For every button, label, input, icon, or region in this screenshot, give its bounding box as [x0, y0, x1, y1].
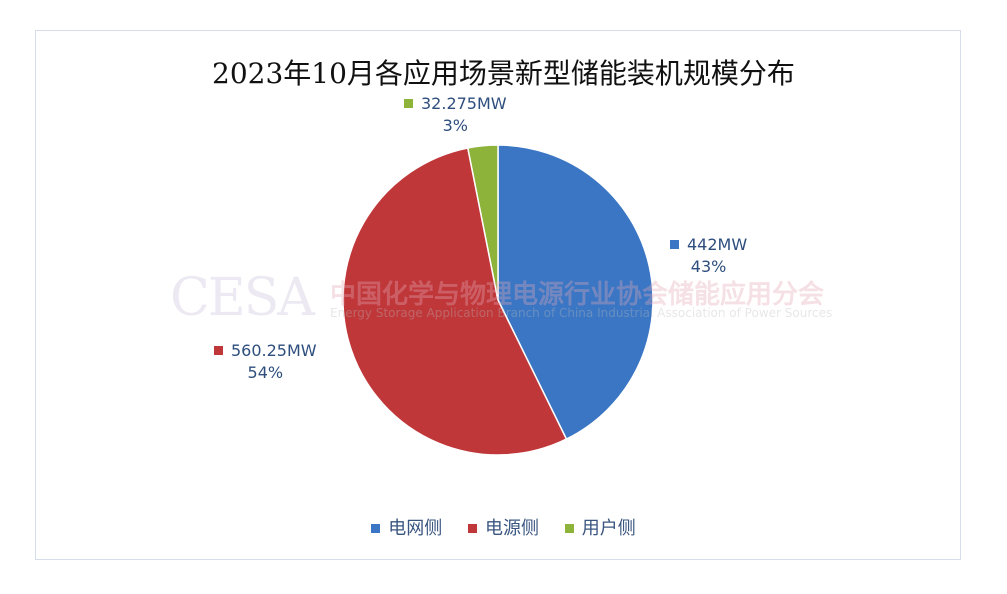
percent-label: 54% [247, 363, 284, 382]
chart-frame [35, 30, 961, 560]
label-swatch [404, 99, 413, 108]
legend-item-grid: 电网侧 [371, 518, 442, 539]
label-swatch [670, 240, 679, 249]
chart-title: 2023年10月各应用场景新型储能装机规模分布 [212, 57, 795, 90]
label-swatch [214, 346, 223, 355]
legend-item-user: 用户侧 [564, 518, 636, 539]
percent-label: 43% [690, 257, 727, 276]
pie-slice-2 [466, 144, 499, 301]
percent-label: 3% [442, 116, 468, 135]
pie-slice-0 [497, 144, 654, 441]
value-label: 560.25MW [231, 341, 317, 360]
value-label: 442MW [687, 235, 748, 254]
data-label-user: 32.275MW 3% [404, 93, 507, 137]
legend-item-source: 电源侧 [468, 518, 539, 539]
legend: 电网侧 电源侧 用户侧 [0, 514, 1007, 540]
value-label: 32.275MW [421, 94, 507, 113]
pie-slice-1 [342, 147, 568, 456]
data-label-source: 560.25MW 54% [214, 340, 317, 384]
data-label-grid: 442MW 43% [670, 234, 747, 278]
